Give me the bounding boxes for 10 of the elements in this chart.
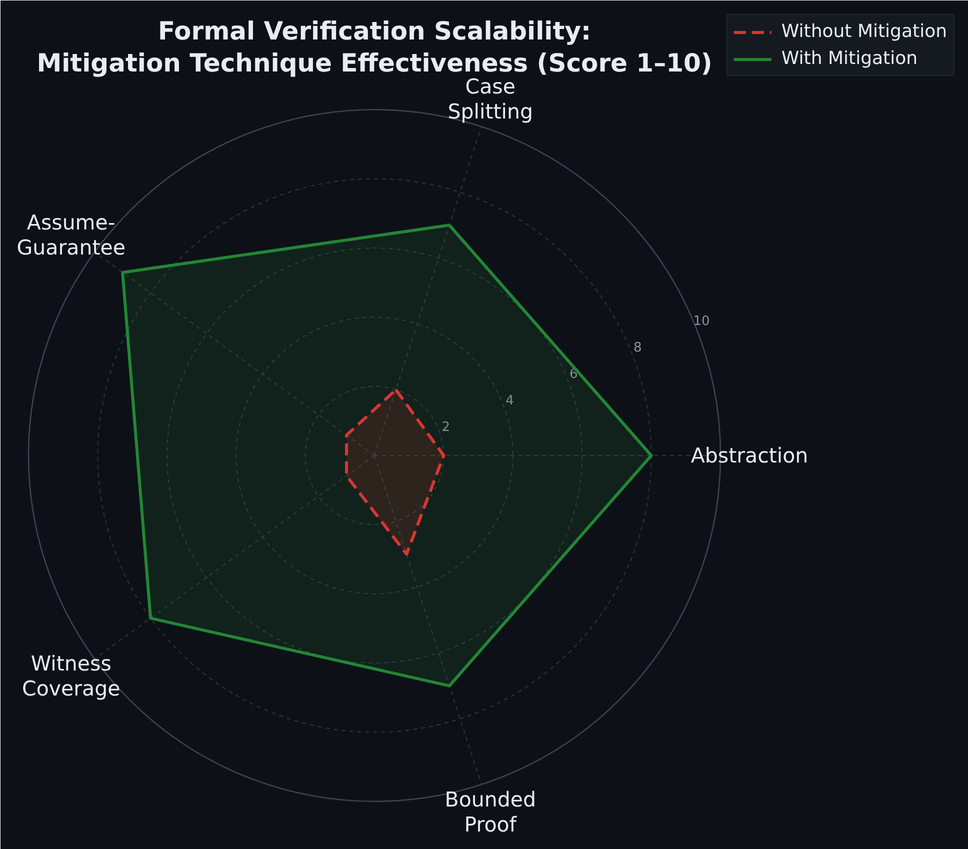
spoke-label: Bounded Proof (444, 788, 536, 837)
legend-label: Without Mitigation (781, 21, 947, 42)
y-tick-label: 4 (506, 393, 514, 408)
spoke-label: Assume- Guarantee (16, 210, 126, 260)
y-tick-label: 10 (693, 314, 710, 330)
spoke-label: Abstraction (690, 444, 808, 468)
spoke-label: Witness Coverage (22, 651, 120, 701)
y-tick-label: 8 (633, 340, 642, 356)
legend-label: With Mitigation (781, 48, 918, 69)
y-tick-label: 2 (442, 420, 450, 435)
